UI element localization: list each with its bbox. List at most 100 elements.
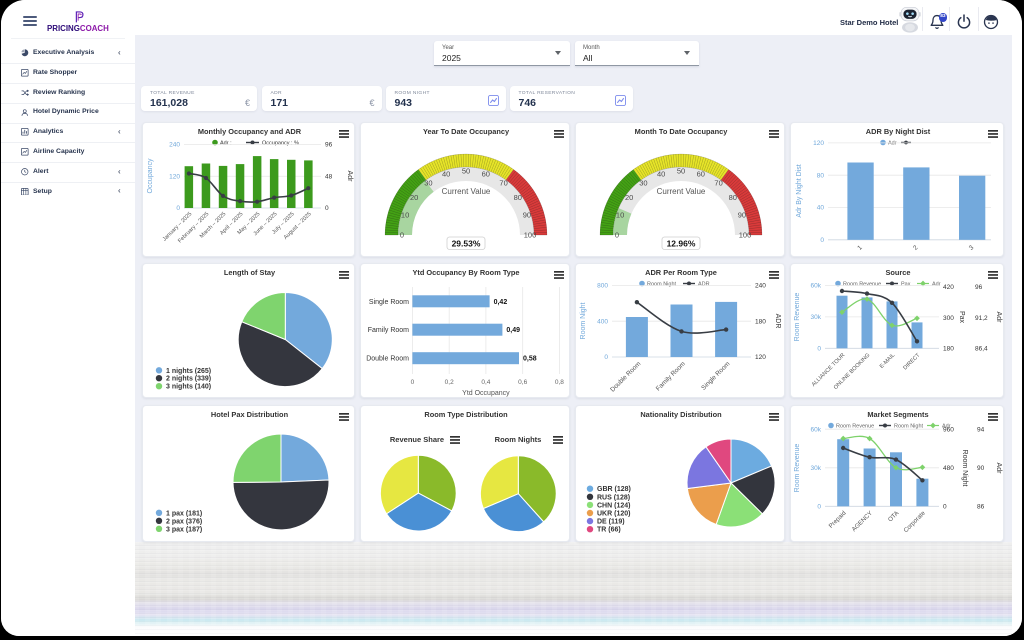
svg-text:Double Room: Double Room	[609, 360, 642, 393]
svg-text:Room Revenue: Room Revenue	[794, 293, 801, 342]
svg-text:400: 400	[597, 319, 608, 326]
svg-text:Year To Date Occupancy: Year To Date Occupancy	[423, 127, 510, 136]
svg-text:0,42: 0,42	[494, 299, 508, 306]
svg-text:240: 240	[169, 142, 180, 149]
svg-text:960: 960	[943, 426, 954, 433]
svg-text:40: 40	[442, 170, 450, 179]
svg-text:Month To Date Occupancy: Month To Date Occupancy	[635, 127, 729, 136]
svg-text:120: 120	[813, 140, 824, 147]
svg-text:30: 30	[639, 179, 647, 188]
svg-text:240: 240	[755, 283, 766, 290]
svg-text:1 nights (265): 1 nights (265)	[166, 368, 211, 375]
svg-text:Ytd Occupancy By Room Type: Ytd Occupancy By Room Type	[412, 268, 519, 277]
svg-text:3: 3	[968, 244, 976, 252]
svg-text:0,8: 0,8	[555, 379, 564, 386]
svg-text:50: 50	[462, 167, 470, 176]
svg-text:0: 0	[176, 205, 180, 212]
svg-text:90: 90	[738, 211, 746, 220]
svg-text:AGENCY: AGENCY	[851, 510, 874, 533]
svg-text:Length of Stay: Length of Stay	[224, 268, 276, 277]
svg-text:RUS (128): RUS (128)	[597, 494, 630, 501]
svg-text:DIRECT: DIRECT	[902, 352, 921, 371]
svg-text:0: 0	[325, 205, 329, 212]
svg-text:0: 0	[400, 231, 404, 240]
svg-text:30k: 30k	[811, 314, 822, 321]
svg-text:40: 40	[657, 170, 665, 179]
svg-text:480: 480	[943, 465, 954, 472]
svg-text:60k: 60k	[811, 283, 822, 290]
svg-text:40: 40	[817, 205, 825, 212]
svg-text:0: 0	[817, 346, 821, 353]
svg-text:Room Night: Room Night	[647, 282, 677, 288]
svg-text:Room Revenue: Room Revenue	[836, 424, 874, 430]
svg-text:Adr: Adr	[888, 141, 897, 147]
svg-text:Room Night: Room Night	[894, 424, 924, 430]
svg-text:12.96%: 12.96%	[667, 239, 696, 249]
svg-text:300: 300	[943, 315, 954, 322]
svg-text:120: 120	[755, 354, 766, 361]
svg-text:Current Value: Current Value	[442, 187, 491, 196]
svg-text:60: 60	[697, 170, 705, 179]
svg-text:OTA: OTA	[887, 509, 901, 523]
svg-text:30: 30	[424, 179, 432, 188]
svg-text:0,49: 0,49	[506, 327, 520, 334]
svg-text:30k: 30k	[811, 465, 822, 472]
svg-text:70: 70	[499, 179, 507, 188]
svg-text:Current Value: Current Value	[657, 187, 706, 196]
svg-text:0: 0	[943, 504, 947, 511]
svg-text:DE (119): DE (119)	[597, 519, 625, 526]
svg-text:Room Nights: Room Nights	[495, 435, 542, 444]
svg-text:20: 20	[410, 193, 418, 202]
svg-text:91,2: 91,2	[975, 315, 988, 322]
svg-text:2 pax (376): 2 pax (376)	[166, 518, 202, 525]
svg-text:Room Revenue: Room Revenue	[794, 444, 801, 493]
svg-text:2: 2	[912, 244, 920, 252]
svg-text:Hotel Pax Distribution: Hotel Pax Distribution	[211, 410, 289, 419]
svg-text:48: 48	[325, 173, 333, 180]
svg-text:0: 0	[817, 504, 821, 511]
svg-text:86,4: 86,4	[975, 346, 988, 353]
svg-text:50: 50	[677, 167, 685, 176]
svg-text:3 pax (187): 3 pax (187)	[166, 526, 202, 533]
svg-text:E-MAIL: E-MAIL	[879, 352, 896, 369]
svg-text:0,58: 0,58	[523, 356, 537, 363]
svg-text:180: 180	[755, 319, 766, 326]
svg-text:0: 0	[615, 231, 619, 240]
svg-text:GBR (128): GBR (128)	[597, 486, 631, 493]
svg-text:90: 90	[977, 465, 985, 472]
svg-text:Adr: Adr	[932, 282, 941, 288]
svg-text:Nationality Distribution: Nationality Distribution	[640, 410, 722, 419]
svg-text:Prepaid: Prepaid	[828, 509, 848, 529]
svg-text:Family Room: Family Room	[655, 360, 687, 392]
svg-text:120: 120	[169, 173, 180, 180]
svg-text:70: 70	[714, 179, 722, 188]
svg-text:96: 96	[975, 284, 983, 291]
svg-text:29.53%: 29.53%	[452, 239, 481, 249]
svg-text:CHN (124): CHN (124)	[597, 502, 630, 509]
svg-text:Room Night: Room Night	[961, 450, 968, 487]
svg-text:94: 94	[977, 426, 985, 433]
svg-text:Adr: Adr	[995, 312, 1002, 324]
svg-text:10: 10	[616, 211, 624, 220]
svg-text:1 pax (181): 1 pax (181)	[166, 510, 202, 517]
svg-text:January – 2025: January – 2025	[162, 211, 194, 243]
svg-text:100: 100	[739, 231, 752, 240]
svg-text:20: 20	[625, 193, 633, 202]
svg-text:Corporate: Corporate	[902, 509, 927, 534]
svg-text:Revenue Share: Revenue Share	[390, 435, 444, 444]
svg-text:0,2: 0,2	[445, 379, 454, 386]
svg-text:80: 80	[514, 193, 522, 202]
svg-text:Family Room: Family Room	[368, 327, 409, 334]
svg-text:ADR: ADR	[774, 314, 781, 329]
svg-text:Monthly Occupancy and ADR: Monthly Occupancy and ADR	[198, 127, 302, 136]
svg-text:100: 100	[524, 231, 537, 240]
svg-text:420: 420	[943, 284, 954, 291]
svg-text:Source: Source	[885, 268, 910, 277]
svg-text:TR (66): TR (66)	[597, 527, 621, 534]
svg-text:Market Segments: Market Segments	[867, 410, 928, 419]
svg-text:UKR (120): UKR (120)	[597, 511, 630, 518]
svg-text:Room Revenue: Room Revenue	[843, 282, 881, 288]
svg-text:Room Type Distribution: Room Type Distribution	[424, 410, 508, 419]
svg-text:86: 86	[977, 504, 985, 511]
svg-text:Ytd Occupancy: Ytd Occupancy	[462, 390, 510, 397]
